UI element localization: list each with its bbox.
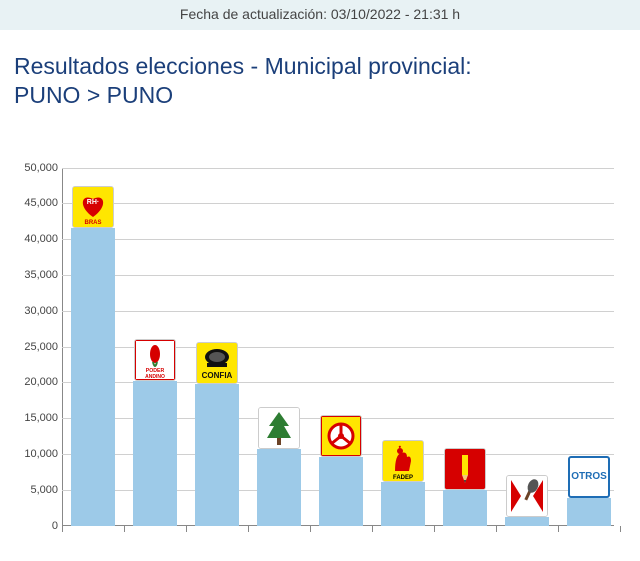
page-title: Resultados elecciones - Municipal provin… xyxy=(0,30,640,128)
bar-slot: PODERANDINO xyxy=(130,168,180,526)
bar xyxy=(71,228,115,525)
x-tick xyxy=(620,526,621,532)
bar-slot: RH· BRAS xyxy=(68,168,118,526)
election-bar-chart: 0 5,000 10,000 15,000 20,000 25,000 30,000 35,0… xyxy=(20,168,620,548)
bar-slot: OTROS xyxy=(564,168,614,526)
y-tick-label: 50,000 xyxy=(20,162,58,174)
bar xyxy=(133,381,177,526)
svg-text:ANDINO: ANDINO xyxy=(145,374,165,380)
y-tick-label: 45,000 xyxy=(20,197,58,209)
party-logo-pala xyxy=(506,475,548,517)
svg-text:FADEP: FADEP xyxy=(393,475,413,481)
bar-slot xyxy=(440,168,490,526)
party-logo-confia: CONFIA xyxy=(196,342,238,384)
y-tick-label: 15,000 xyxy=(20,412,58,424)
y-tick-label: 35,000 xyxy=(20,269,58,281)
x-tick xyxy=(496,526,497,532)
y-tick-label: 20,000 xyxy=(20,376,58,388)
party-logo-fadep: FADEP xyxy=(382,440,424,482)
x-tick xyxy=(558,526,559,532)
bar xyxy=(257,449,301,526)
x-tick xyxy=(310,526,311,532)
bar-slot xyxy=(502,168,552,526)
y-tick-label: 25,000 xyxy=(20,341,58,353)
party-logo-reforma: RH· BRAS xyxy=(72,186,114,228)
bar xyxy=(319,457,363,526)
bar xyxy=(381,482,425,526)
x-tick xyxy=(186,526,187,532)
x-tick xyxy=(434,526,435,532)
x-tick xyxy=(62,526,63,532)
svg-text:RH·: RH· xyxy=(87,199,99,206)
y-tick-label: 5,000 xyxy=(20,484,58,496)
bar-slot: FADEP xyxy=(378,168,428,526)
svg-text:BRAS: BRAS xyxy=(84,220,101,226)
bar xyxy=(505,517,549,526)
bar-slot xyxy=(316,168,366,526)
x-tick xyxy=(248,526,249,532)
party-logo-otros: OTROS xyxy=(568,456,610,498)
bar xyxy=(195,384,239,525)
title-line-1: Resultados elecciones - Municipal provin… xyxy=(14,53,472,79)
update-bar: Fecha de actualización: 03/10/2022 - 21:… xyxy=(0,0,640,30)
bar-slot: CONFIA xyxy=(192,168,242,526)
party-logo-volante xyxy=(320,415,362,457)
svg-text:CONFIA: CONFIA xyxy=(202,371,233,380)
y-tick-label: 30,000 xyxy=(20,305,58,317)
y-tick-label: 10,000 xyxy=(20,448,58,460)
bar xyxy=(567,498,611,525)
bar xyxy=(443,490,487,525)
title-line-2: PUNO > PUNO xyxy=(14,82,173,108)
x-tick xyxy=(124,526,125,532)
bar-slot xyxy=(254,168,304,526)
y-tick-label: 0 xyxy=(20,520,58,532)
party-logo-lapiz xyxy=(444,448,486,490)
y-tick-label: 40,000 xyxy=(20,233,58,245)
party-logo-arbol xyxy=(258,407,300,449)
x-tick xyxy=(372,526,373,532)
party-logo-poder-andino: PODERANDINO xyxy=(134,339,176,381)
